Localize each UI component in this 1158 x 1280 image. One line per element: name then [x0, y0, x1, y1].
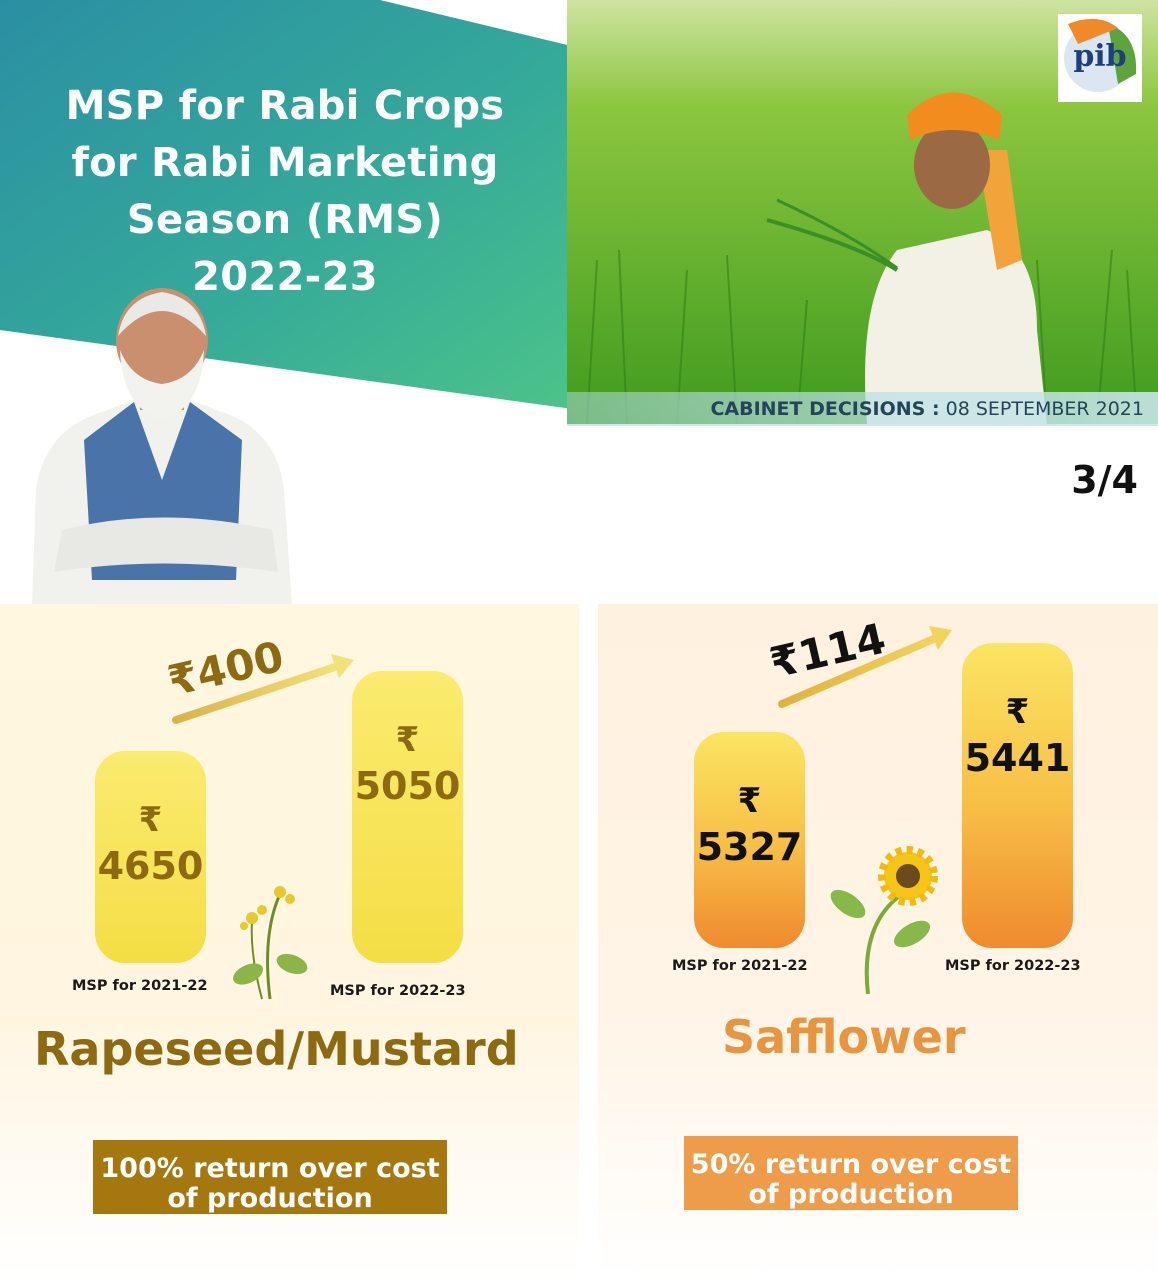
title-line: 2022-23	[192, 254, 378, 300]
msp-bar	[352, 671, 463, 963]
msp-bar	[95, 751, 206, 963]
return-note: 100% return over cost of production	[93, 1140, 447, 1214]
currency-symbol: ₹	[738, 781, 762, 821]
cabinet-decisions-bar: CABINET DECISIONS : 08 SEPTEMBER 2021	[567, 392, 1158, 426]
safflower-chart: ₹5327₹5441 ₹114	[694, 614, 1073, 995]
title-line: MSP for Rabi Crops	[65, 83, 505, 129]
cabinet-date: 08 SEPTEMBER 2021	[945, 398, 1144, 420]
currency-symbol: ₹	[396, 720, 420, 760]
safflower-panel: ₹5327 ₹5441 ₹114 MSP for 2021-22 MSP for …	[598, 604, 1158, 1280]
bar-value-label: 5441	[965, 736, 1071, 780]
bar-caption: MSP for 2022-23	[945, 958, 1081, 974]
crop-name: Rapeseed/Mustard	[34, 1022, 519, 1076]
leader-portrait-image	[32, 288, 292, 605]
mustard-plant-illustration	[233, 886, 308, 1000]
pib-logo-text: pib	[1073, 39, 1126, 74]
msp-bar	[694, 732, 805, 948]
mustard-chart: ₹4650₹5050 ₹400	[95, 632, 463, 1000]
bar-value-label: 4650	[98, 844, 204, 888]
crop-name: Safflower	[722, 1010, 966, 1064]
page-title: MSP for Rabi Crops for Rabi Marketing Se…	[20, 78, 550, 306]
currency-symbol: ₹	[139, 800, 163, 840]
increase-label: ₹400	[163, 632, 288, 706]
bar-value-label: 5327	[697, 825, 803, 869]
sunflower-illustration	[830, 846, 938, 995]
return-note: 50% return over cost of production	[684, 1136, 1018, 1210]
increase-arrow	[778, 634, 940, 708]
cabinet-label: CABINET DECISIONS :	[710, 398, 940, 420]
increase-arrowhead	[331, 654, 354, 678]
mustard-panel: ₹4650 ₹5050 ₹400 MSP for 2021-22 MSP for …	[0, 604, 579, 1280]
msp-bar	[962, 643, 1073, 948]
title-line: Season (RMS)	[126, 197, 444, 243]
page-indicator: 3/4	[1071, 458, 1138, 502]
increase-arrow	[172, 662, 342, 724]
bar-value-label: 5050	[355, 764, 461, 808]
bar-caption: MSP for 2021-22	[672, 958, 808, 974]
pib-logo: pib	[1058, 14, 1142, 102]
increase-arrowhead	[929, 626, 952, 650]
bar-caption: MSP for 2021-22	[72, 978, 208, 994]
currency-symbol: ₹	[1006, 692, 1030, 732]
bar-caption: MSP for 2022-23	[330, 983, 466, 999]
increase-label: ₹114	[765, 614, 890, 688]
title-line: for Rabi Marketing	[71, 140, 499, 186]
